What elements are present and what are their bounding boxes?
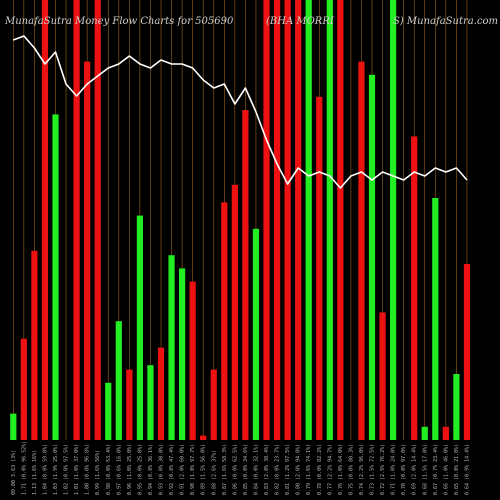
bar-series [10, 0, 471, 441]
x-tick-label: 0.64 (0.9% 14.4%) [464, 444, 470, 495]
bar [41, 0, 49, 440]
bar [52, 114, 59, 441]
bar [337, 0, 344, 440]
bar [84, 61, 91, 440]
x-tick-label: 1.01 (1.0% 37.0%) [74, 444, 80, 495]
bar [10, 413, 17, 440]
bar [210, 369, 217, 440]
bar [421, 426, 428, 440]
x-tick-label: 1.00 (0.0% 96.8%) [85, 444, 91, 495]
x-tick-label: 0.94 (0.8% 36.1%) [148, 444, 154, 495]
x-tick-label: 0.77 (2.2% 94.7%) [327, 444, 333, 495]
bar [411, 136, 418, 440]
x-tick-label: 1.02 (0.0% 97.5%) [64, 444, 70, 495]
x-tick-label: 0.80 (2.0% 94.0%) [296, 444, 302, 495]
bar [221, 202, 228, 440]
x-tick-label: 0.66 (1.0% 46.0%) [443, 444, 449, 495]
bar [200, 435, 207, 440]
x-tick-label: 0.71 (1.0% 24.0%) [391, 444, 397, 495]
bar [115, 321, 122, 440]
bar [453, 374, 460, 440]
x-tick-label: 0.89 (1.5% 56.0%) [201, 444, 207, 495]
bar [326, 0, 333, 440]
bar [358, 61, 365, 440]
x-tick-label: 0.70 (0.0% 97.0%) [401, 444, 407, 495]
x-tick-label: 0.99 (1.6% 56%) [95, 450, 101, 495]
chart-title-right: S) MunafaSutra.com [393, 16, 498, 27]
bar [168, 255, 175, 440]
x-tick-label: 0.67 (0.7% 23.4%) [433, 444, 439, 495]
bar [189, 281, 196, 440]
bar [273, 0, 281, 440]
bar [20, 338, 27, 440]
x-tick-label: 0.97 (0.6% 16.0%) [116, 444, 122, 495]
x-tick-label: 0.93 (0.0% 30.0%) [159, 444, 165, 495]
chart-title-middle: (BHA MORRI [266, 16, 335, 27]
x-tick-label: 1.13 (1.6% 16%) [32, 450, 38, 495]
chart-title-left: MunafaSutra Money Flow Charts for 505690 [4, 16, 234, 27]
x-tick-label: 0.84 (0.0% 32.1%) [253, 444, 259, 495]
x-tick-label: 1.03 (1.9% 25.0%) [53, 444, 59, 495]
x-tick-label: 0.68 (1.5% 17.0%) [422, 444, 428, 495]
bar [94, 0, 101, 440]
x-tick-label: 0.92 (0.8% 47.4%) [169, 444, 175, 495]
x-tick-label: 0.69 (2.0% 14.4%) [412, 444, 418, 495]
bar [284, 0, 291, 440]
bar [31, 250, 38, 440]
bar [231, 184, 238, 440]
bar [390, 0, 397, 440]
bar [305, 0, 312, 440]
x-tick-label: 0.87 (1.6% 58.3%) [222, 444, 228, 495]
bar [157, 347, 165, 440]
x-tick-label: 0.88 (2.6% 37%) [211, 450, 217, 495]
money-flow-line [13, 35, 468, 189]
x-tick-label: 0.65 (0.0% 21.0%) [454, 444, 460, 495]
x-tick-label: 0.86 (0.0% 62.5%) [232, 444, 238, 495]
x-tick-label: 1.71 (0.0% 96.52%) [21, 441, 27, 495]
bar [179, 268, 186, 440]
bar [252, 228, 260, 440]
bar [147, 365, 154, 440]
bar [379, 312, 386, 440]
x-tick-label: 0.91 (2.0% 60.0%) [180, 444, 186, 495]
bar [263, 0, 270, 440]
x-tick-label: 0.75 (0.0% 80.3%) [348, 444, 354, 495]
bar [316, 96, 323, 441]
x-tick-label: 0.85 (0.0% 34.6%) [243, 444, 249, 495]
x-tick-label: 0.79 (1.6% 74.1%) [306, 444, 312, 495]
x-tick-label: 0.78 (0.0% 82.2%) [317, 444, 323, 495]
bar [126, 369, 133, 440]
bar [242, 110, 249, 440]
x-tick-label: 1.04 (0.0% 59.0%) [42, 444, 48, 495]
bar [368, 74, 376, 441]
bar [295, 0, 302, 440]
x-tick-label: 0.90 (1.0% 97.7%) [190, 444, 196, 495]
bar [136, 215, 143, 440]
x-tick-label: 0.76 (1.0% 64.0%) [338, 444, 344, 495]
x-tick-label: 0.83 (2.0% 38.4%) [264, 444, 270, 495]
x-tick-label: 0.81 (1.2% 97.5%) [285, 444, 291, 495]
bar [73, 0, 80, 440]
bar [442, 426, 449, 440]
bar [105, 382, 112, 440]
bar [463, 264, 471, 440]
x-tick-label: 0.96 (1.0% 25.0%) [127, 444, 133, 495]
x-tick-label: 0.72 (2.5% 76.2%) [380, 444, 386, 495]
x-tick-label: 0.73 (1.5% 72.5%) [370, 444, 376, 495]
x-tick-label: 0.98 (0.0% 53.4%) [106, 444, 112, 495]
x-tick-label: 0.95 (0.0% 25.0%) [137, 444, 143, 495]
x-tick-label: 09.00 3.63 (3%) [11, 450, 17, 495]
x-tick-labels: 09.00 3.63 (3%) 1.71 (0.0% 96.52%) 1.13 (1… [11, 441, 471, 495]
x-tick-label: 0.82 (0.0% 23.7%) [275, 444, 281, 495]
x-tick-label: 0.74 (2.2% 96.0%) [359, 444, 365, 495]
bar [432, 198, 439, 440]
